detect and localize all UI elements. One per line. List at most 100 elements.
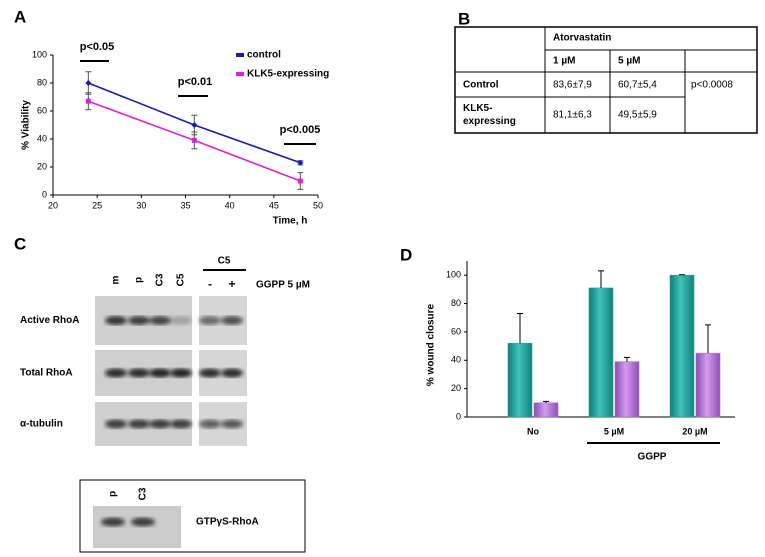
y-tick-label: 80 xyxy=(37,77,47,87)
table-row-label-line: KLK5- xyxy=(463,103,492,114)
treatment-label: GGPP 5 µM xyxy=(256,280,310,291)
row-label: α-tubulin xyxy=(20,419,63,430)
x-tick-label: 45 xyxy=(269,200,279,210)
blot-band xyxy=(128,368,150,378)
lane-label: p xyxy=(134,277,145,283)
x-tick-label: 30 xyxy=(136,200,146,210)
blot-band xyxy=(149,316,171,325)
blot-band xyxy=(105,368,127,378)
y-tick-label: 80 xyxy=(451,298,461,308)
blot-band xyxy=(170,419,192,429)
row-label: Active RhoA xyxy=(20,315,79,326)
lane-label: C3 xyxy=(155,273,166,286)
clone-label: C5 xyxy=(218,256,231,267)
point xyxy=(191,137,197,143)
bar xyxy=(614,361,640,418)
bar xyxy=(695,352,721,418)
blot-band xyxy=(221,316,243,325)
row-label: Total RhoA xyxy=(20,368,73,379)
table-row-label: Control xyxy=(463,80,499,91)
inset-label: GTPγS-RhoA xyxy=(196,517,259,528)
table-group-header: Atorvastatin xyxy=(553,33,611,44)
y-tick-label: 20 xyxy=(451,383,461,393)
blot-band xyxy=(131,517,155,527)
error-bar xyxy=(517,312,523,344)
p-value: p<0.01 xyxy=(178,76,213,88)
x-axis-label: Time, h xyxy=(273,216,308,227)
x-tick-label: 20 xyxy=(48,200,58,210)
x-tick-label: 20 µM xyxy=(682,426,707,436)
bar xyxy=(507,342,533,418)
y-tick-label: 100 xyxy=(446,270,461,280)
panel-label: C xyxy=(14,234,26,253)
blot-band xyxy=(199,419,221,429)
y-axis-label: % Viability xyxy=(21,100,32,150)
table-p-value: p<0.0008 xyxy=(691,80,733,91)
table-row-label-line: expressing xyxy=(463,116,516,127)
blot-band xyxy=(199,316,221,325)
x-tick-label: 35 xyxy=(180,200,190,210)
inset-frame xyxy=(79,479,306,553)
x-tick-label: 25 xyxy=(92,200,102,210)
panel-label: A xyxy=(14,7,26,26)
blot-band xyxy=(149,419,171,429)
panel-label: B xyxy=(458,9,470,28)
blot-band xyxy=(128,419,150,429)
legend-label: KLK5-expressing xyxy=(247,69,329,80)
blot-band xyxy=(170,316,192,325)
y-tick-label: 40 xyxy=(37,133,47,143)
y-tick-label: 60 xyxy=(37,105,47,115)
point xyxy=(297,178,303,184)
treatment-lane-label: - xyxy=(208,277,212,291)
p-value: p<0.005 xyxy=(280,124,321,136)
y-tick-label: 0 xyxy=(456,411,461,421)
error-bar xyxy=(543,400,549,403)
error-bar xyxy=(705,324,711,354)
x-tick-label: 40 xyxy=(225,200,235,210)
blot-band xyxy=(101,517,125,527)
blot-band xyxy=(199,368,221,378)
table-cell: 83,6±7,9 xyxy=(553,80,592,91)
bar xyxy=(669,274,695,418)
blot-band xyxy=(105,419,127,429)
y-tick-label: 20 xyxy=(37,161,47,171)
lane-label: m xyxy=(111,275,122,284)
table-border xyxy=(454,26,758,134)
x-tick-label: 50 xyxy=(313,200,323,210)
y-tick-label: 60 xyxy=(451,326,461,336)
legend-label: control xyxy=(247,50,281,61)
table-cell: 60,7±5,4 xyxy=(618,80,657,91)
treatment-lane-label: + xyxy=(228,277,235,291)
y-tick-label: 100 xyxy=(32,49,47,59)
blot-band xyxy=(128,316,150,325)
bar xyxy=(588,287,614,418)
blot-band xyxy=(221,368,243,378)
point xyxy=(85,98,91,104)
table-cell: 81,1±6,3 xyxy=(553,110,592,121)
table-row-label: KLK5- expressing xyxy=(463,103,516,127)
error-bar xyxy=(624,356,630,362)
lane-label: C5 xyxy=(176,273,187,286)
y-tick-label: 0 xyxy=(42,189,47,199)
point xyxy=(191,122,198,128)
point xyxy=(85,80,92,86)
y-tick-label: 40 xyxy=(451,355,461,365)
blot-strip xyxy=(93,506,181,548)
table: Atorvastatin 1 µM 5 µM Control 83,6±7,9 60,7±… xyxy=(454,26,758,134)
x-tick-label: 5 µM xyxy=(604,426,624,436)
panel-label: D xyxy=(400,245,412,264)
lane-label: C3 xyxy=(138,487,149,500)
blot-band xyxy=(170,368,192,378)
table-column-header: 5 µM xyxy=(618,56,640,67)
table-column-header: 1 µM xyxy=(553,56,575,67)
p-value: p<0.05 xyxy=(80,41,115,53)
error-bar xyxy=(598,270,604,288)
blot-band xyxy=(149,368,171,378)
blot-band xyxy=(105,316,127,325)
y-axis-label: % wound closure xyxy=(426,303,437,386)
bar xyxy=(533,402,559,418)
group-label: GGPP xyxy=(638,452,667,463)
lane-label: p xyxy=(108,491,119,497)
